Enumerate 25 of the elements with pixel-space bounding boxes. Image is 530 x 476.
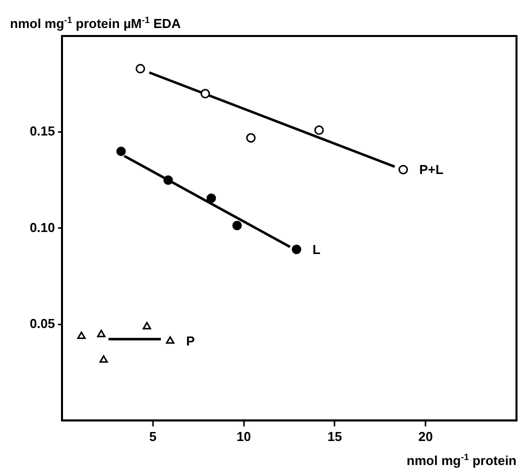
y-tick-label: 0.10 [30,220,55,235]
x-tick-label: 20 [418,428,433,444]
point [99,355,108,363]
point [246,133,256,143]
point [200,88,210,98]
point [398,164,408,174]
point [206,193,216,203]
point [116,146,126,156]
point [77,331,86,339]
point [314,125,324,135]
point [97,330,106,338]
y-tick-label: 0.15 [30,124,55,139]
point [166,336,174,344]
point [292,244,302,254]
point [232,220,242,230]
x-tick-label: 10 [236,428,252,444]
series-label: P+L [419,162,444,178]
point [142,322,152,330]
series-label: P [186,334,196,349]
point [136,64,146,74]
x-tick-label: 15 [327,428,342,444]
series-label: L [312,242,321,257]
x-tick-label: 5 [149,428,157,444]
point [163,175,173,185]
y-tick-label: 0.05 [30,316,55,331]
